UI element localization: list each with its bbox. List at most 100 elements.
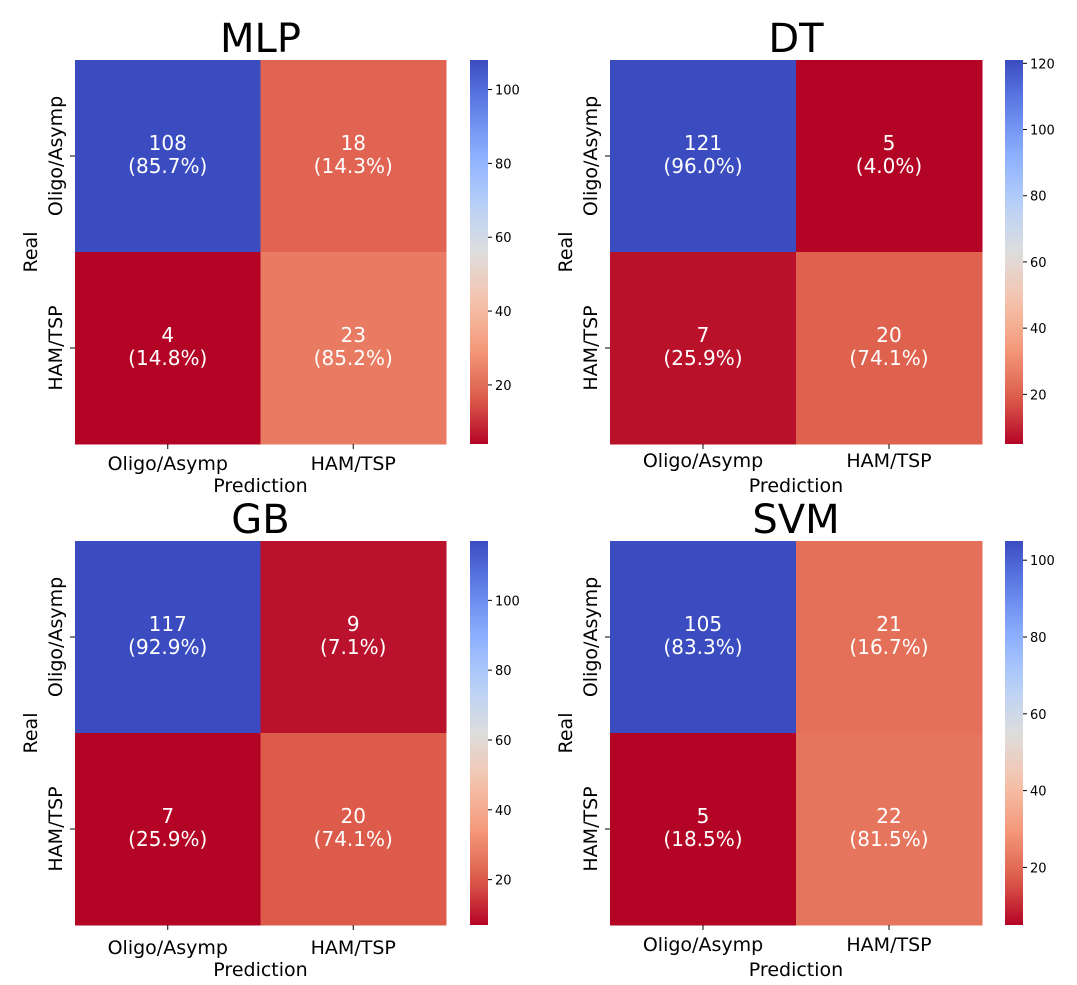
cell-percent-label: (14.8%) <box>128 346 207 370</box>
x-tick-label: HAM/TSP <box>846 450 931 472</box>
cell-percent-label: (18.5%) <box>663 827 742 851</box>
colorbar-tick-label: 100 <box>495 84 520 99</box>
y-axis-label: Real <box>20 232 42 273</box>
y-tick-label: Oligo/Asymp <box>580 577 602 697</box>
colorbar <box>1005 60 1023 444</box>
x-tick-label: HAM/TSP <box>311 453 396 475</box>
cell-percent-label: (7.1%) <box>320 635 386 659</box>
colorbar <box>1005 541 1023 925</box>
chart-title: DT <box>768 16 824 62</box>
colorbar-tick-label: 80 <box>495 157 512 172</box>
heatmap-cell <box>610 733 797 926</box>
heatmap-cell <box>796 252 983 445</box>
colorbar-tick-label: 40 <box>1030 322 1047 337</box>
cell-percent-label: (25.9%) <box>128 827 207 851</box>
cell-percent-label: (74.1%) <box>314 827 393 851</box>
cell-value-label: 4 <box>161 323 174 347</box>
y-tick-label: Oligo/Asymp <box>580 96 602 216</box>
chart-title: GB <box>231 497 289 543</box>
cell-percent-label: (85.7%) <box>128 154 207 178</box>
x-axis-label: Prediction <box>213 475 307 497</box>
cell-percent-label: (81.5%) <box>849 827 928 851</box>
x-tick-label: HAM/TSP <box>846 934 931 956</box>
colorbar-tick-label: 100 <box>1030 124 1055 139</box>
y-tick-label: HAM/TSP <box>45 305 67 390</box>
colorbar-tick-label: 20 <box>1030 388 1047 403</box>
cell-value-label: 117 <box>149 612 187 636</box>
chart-title: MLP <box>220 16 301 62</box>
cell-value-label: 20 <box>341 804 366 828</box>
cell-value-label: 18 <box>341 131 366 155</box>
heatmap-cell <box>610 541 797 734</box>
x-tick-label: Oligo/Asymp <box>643 934 763 956</box>
heatmap-cell <box>75 733 261 926</box>
confusion-matrix-mlp: MLP 108(85.7%) 18(14.3%) 4(14.8%) 23(85.2%) O… <box>20 16 520 497</box>
colorbar <box>470 60 488 444</box>
colorbar-tick-label: 60 <box>1030 708 1047 723</box>
colorbar-tick-label: 40 <box>495 804 512 819</box>
y-tick-label: HAM/TSP <box>580 305 602 390</box>
x-axis-label: Prediction <box>213 959 307 981</box>
cell-value-label: 22 <box>876 804 901 828</box>
x-axis-label: Prediction <box>749 475 843 497</box>
heatmap-cell <box>260 252 447 445</box>
colorbar-tick-label: 60 <box>495 231 512 246</box>
colorbar-tick-label: 80 <box>1030 190 1047 205</box>
cell-value-label: 108 <box>149 131 187 155</box>
cell-value-label: 23 <box>341 323 366 347</box>
cell-percent-label: (14.3%) <box>314 154 393 178</box>
cell-value-label: 21 <box>876 612 901 636</box>
cell-value-label: 105 <box>684 612 722 636</box>
colorbar-tick-label: 40 <box>495 305 512 320</box>
confusion-matrix-gb: GB117(92.9%)9(7.1%)7(25.9%)20(74.1%)Olig… <box>20 497 520 981</box>
x-tick-label: Oligo/Asymp <box>108 453 228 475</box>
colorbar-tick-label: 100 <box>1030 554 1055 569</box>
heatmap-cell <box>610 60 797 253</box>
heatmap-cell <box>75 60 261 253</box>
colorbar-tick-label: 40 <box>1030 785 1047 800</box>
colorbar-tick-label: 20 <box>495 874 512 889</box>
y-axis-label: Real <box>555 713 577 754</box>
cell-value-label: 7 <box>161 804 174 828</box>
cell-percent-label: (16.7%) <box>849 635 928 659</box>
heatmap-cell <box>610 252 797 445</box>
cell-percent-label: (83.3%) <box>663 635 742 659</box>
cell-value-label: 5 <box>883 131 896 155</box>
cell-value-label: 20 <box>876 323 901 347</box>
cell-value-label: 9 <box>347 612 360 636</box>
cell-percent-label: (25.9%) <box>663 346 742 370</box>
cell-percent-label: (4.0%) <box>856 154 922 178</box>
y-tick-label: HAM/TSP <box>45 786 67 871</box>
confusion-matrix-svm: SVM 105(83.3%) 21(16.7%) 5(18.5%) 22(81.5%) O… <box>555 497 1055 981</box>
cell-percent-label: (96.0%) <box>663 154 742 178</box>
chart-title: SVM <box>752 497 839 543</box>
y-tick-label: HAM/TSP <box>580 786 602 871</box>
colorbar-tick-label: 20 <box>1030 861 1047 876</box>
heatmap-cell <box>796 541 983 734</box>
colorbar <box>470 541 488 925</box>
y-tick-label: Oligo/Asymp <box>45 577 67 697</box>
heatmap-cell <box>260 60 447 253</box>
heatmap-cell <box>796 733 983 926</box>
y-axis-label: Real <box>20 713 42 754</box>
x-axis-label: Prediction <box>749 959 843 981</box>
heatmap-cell <box>260 541 447 734</box>
x-tick-label: Oligo/Asymp <box>643 450 763 472</box>
colorbar-tick-label: 60 <box>1030 256 1047 271</box>
heatmap-cell <box>260 733 447 926</box>
x-tick-label: HAM/TSP <box>311 937 396 959</box>
heatmap-cell <box>75 252 261 445</box>
cell-value-label: 5 <box>697 804 710 828</box>
y-axis-label: Real <box>555 232 577 273</box>
colorbar-tick-label: 80 <box>495 664 512 679</box>
heatmap-cell <box>75 541 261 734</box>
cell-percent-label: (85.2%) <box>314 346 393 370</box>
y-tick-label: Oligo/Asymp <box>45 96 67 216</box>
cell-value-label: 121 <box>684 131 722 155</box>
x-tick-label: Oligo/Asymp <box>108 937 228 959</box>
colorbar-tick-label: 120 <box>1030 57 1055 72</box>
colorbar-tick-label: 100 <box>495 594 520 609</box>
colorbar-tick-label: 20 <box>495 379 512 394</box>
cell-value-label: 7 <box>697 323 710 347</box>
